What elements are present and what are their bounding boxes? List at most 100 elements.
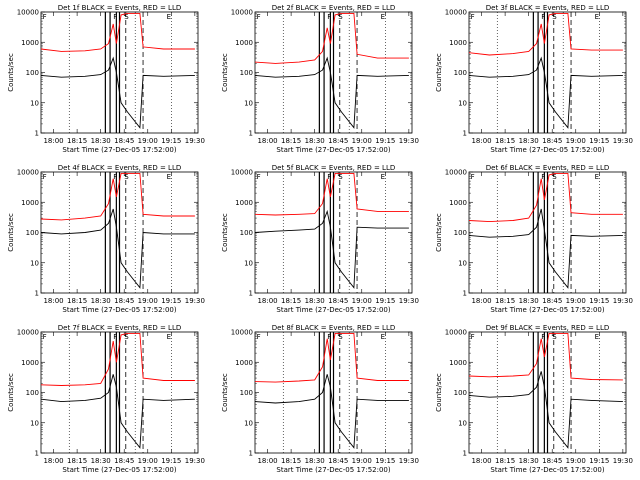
x-tick-label: 18:30 bbox=[519, 137, 539, 145]
marker-letter: E bbox=[595, 333, 599, 341]
x-tick-label: 18:45 bbox=[542, 457, 562, 465]
y-tick-label: 100 bbox=[26, 229, 39, 237]
x-tick-label: 18:45 bbox=[114, 137, 134, 145]
lld-series-line bbox=[254, 12, 409, 64]
marker-letter: S bbox=[552, 333, 557, 341]
x-tick-label: 19:30 bbox=[613, 457, 633, 465]
x-tick-label: 18:15 bbox=[67, 457, 87, 465]
x-tick-label: 18:00 bbox=[471, 137, 491, 145]
lld-series-line bbox=[40, 12, 195, 52]
lld-series-line bbox=[40, 172, 195, 221]
x-tick-label: 18:15 bbox=[495, 297, 515, 305]
panel-7: Det 7f BLACK = Events, RED = LLD Counts/s… bbox=[7, 324, 205, 474]
marker-letter: S bbox=[338, 333, 343, 341]
y-tick-label: 10 bbox=[244, 419, 253, 427]
y-tick-label: 10 bbox=[30, 419, 39, 427]
y-axis-label: Counts/sec bbox=[435, 373, 443, 412]
x-tick-label: 18:15 bbox=[495, 457, 515, 465]
marker-letter: S bbox=[552, 173, 557, 181]
x-tick-label: 18:30 bbox=[305, 137, 325, 145]
x-tick-label: 18:45 bbox=[328, 457, 348, 465]
x-axis-label: Start Time (27-Dec-05 17:52:00) bbox=[276, 466, 390, 474]
y-tick-label: 10 bbox=[458, 419, 467, 427]
y-tick-label: 100 bbox=[454, 69, 467, 77]
x-tick-label: 19:15 bbox=[589, 137, 609, 145]
y-axis-label: Counts/sec bbox=[221, 213, 229, 252]
x-tick-label: 19:00 bbox=[352, 297, 372, 305]
y-tick-label: 10 bbox=[244, 259, 253, 267]
y-tick-label: 10000 bbox=[445, 9, 467, 17]
y-tick-label: 100 bbox=[240, 229, 253, 237]
panel-2: Det 2f BLACK = Events, RED = LLD Counts/s… bbox=[221, 4, 419, 154]
x-tick-label: 18:15 bbox=[281, 457, 301, 465]
marker-letter: S bbox=[338, 173, 343, 181]
x-axis-label: Start Time (27-Dec-05 17:52:00) bbox=[490, 146, 604, 154]
x-tick-label: 18:00 bbox=[43, 137, 63, 145]
x-tick-label: 19:30 bbox=[613, 137, 633, 145]
x-tick-label: 18:30 bbox=[519, 457, 539, 465]
marker-letter: E bbox=[595, 13, 599, 21]
x-tick-label: 19:15 bbox=[589, 457, 609, 465]
marker-letter: F bbox=[43, 13, 47, 21]
y-tick-label: 1000 bbox=[449, 359, 467, 367]
panel-title: Det 4f BLACK = Events, RED = LLD bbox=[58, 164, 181, 172]
y-tick-label: 1 bbox=[249, 130, 253, 138]
x-tick-label: 19:15 bbox=[161, 137, 181, 145]
lld-series-line bbox=[468, 172, 623, 223]
y-tick-label: 100 bbox=[26, 389, 39, 397]
x-tick-label: 19:00 bbox=[138, 297, 158, 305]
panel-title: Det 1f BLACK = Events, RED = LLD bbox=[58, 4, 181, 12]
marker-letter: E bbox=[381, 13, 385, 21]
x-tick-label: 19:15 bbox=[375, 137, 395, 145]
marker-letter: S bbox=[124, 333, 129, 341]
x-tick-label: 18:30 bbox=[519, 297, 539, 305]
x-tick-label: 18:00 bbox=[43, 297, 63, 305]
y-tick-label: 1 bbox=[35, 290, 39, 298]
panel-title: Det 7f BLACK = Events, RED = LLD bbox=[58, 324, 181, 332]
x-tick-label: 19:30 bbox=[185, 457, 205, 465]
events-series-line bbox=[40, 56, 195, 129]
x-tick-label: 19:00 bbox=[566, 137, 586, 145]
x-tick-label: 19:30 bbox=[399, 297, 419, 305]
marker-letter: F bbox=[113, 333, 117, 341]
y-tick-label: 10000 bbox=[231, 329, 253, 337]
events-series-line bbox=[468, 56, 623, 129]
y-axis-label: Counts/sec bbox=[221, 373, 229, 412]
lld-series-line bbox=[40, 332, 195, 386]
panel-title: Det 2f BLACK = Events, RED = LLD bbox=[272, 4, 395, 12]
x-axis-label: Start Time (27-Dec-05 17:52:00) bbox=[490, 466, 604, 474]
x-axis-label: Start Time (27-Dec-05 17:52:00) bbox=[490, 306, 604, 314]
y-tick-label: 10000 bbox=[445, 329, 467, 337]
y-tick-label: 10000 bbox=[445, 169, 467, 177]
x-tick-label: 18:00 bbox=[43, 457, 63, 465]
marker-letter: F bbox=[327, 173, 331, 181]
x-tick-label: 19:30 bbox=[399, 137, 419, 145]
panel-title: Det 3f BLACK = Events, RED = LLD bbox=[486, 4, 609, 12]
y-tick-label: 1 bbox=[463, 290, 467, 298]
x-axis-label: Start Time (27-Dec-05 17:52:00) bbox=[276, 146, 390, 154]
marker-letter: F bbox=[113, 173, 117, 181]
marker-letter: S bbox=[124, 173, 129, 181]
x-tick-label: 18:00 bbox=[257, 137, 277, 145]
lld-series-line bbox=[254, 172, 409, 216]
y-tick-label: 10000 bbox=[17, 329, 39, 337]
x-tick-label: 18:15 bbox=[495, 137, 515, 145]
marker-letter: E bbox=[167, 13, 171, 21]
marker-letter: F bbox=[257, 13, 261, 21]
y-axis-label: Counts/sec bbox=[435, 213, 443, 252]
marker-letter: F bbox=[43, 333, 47, 341]
y-tick-label: 100 bbox=[240, 69, 253, 77]
x-tick-label: 19:00 bbox=[352, 457, 372, 465]
y-tick-label: 10000 bbox=[231, 169, 253, 177]
panel-4: Det 4f BLACK = Events, RED = LLD Counts/s… bbox=[7, 164, 205, 314]
panel-5: Det 5f BLACK = Events, RED = LLD Counts/s… bbox=[221, 164, 419, 314]
x-tick-label: 19:00 bbox=[138, 457, 158, 465]
y-tick-label: 10 bbox=[30, 99, 39, 107]
y-tick-label: 1 bbox=[35, 450, 39, 458]
marker-letter: F bbox=[541, 333, 545, 341]
y-tick-label: 1000 bbox=[235, 199, 253, 207]
events-series-line bbox=[40, 208, 195, 289]
x-tick-label: 19:30 bbox=[185, 297, 205, 305]
y-tick-label: 10000 bbox=[17, 9, 39, 17]
